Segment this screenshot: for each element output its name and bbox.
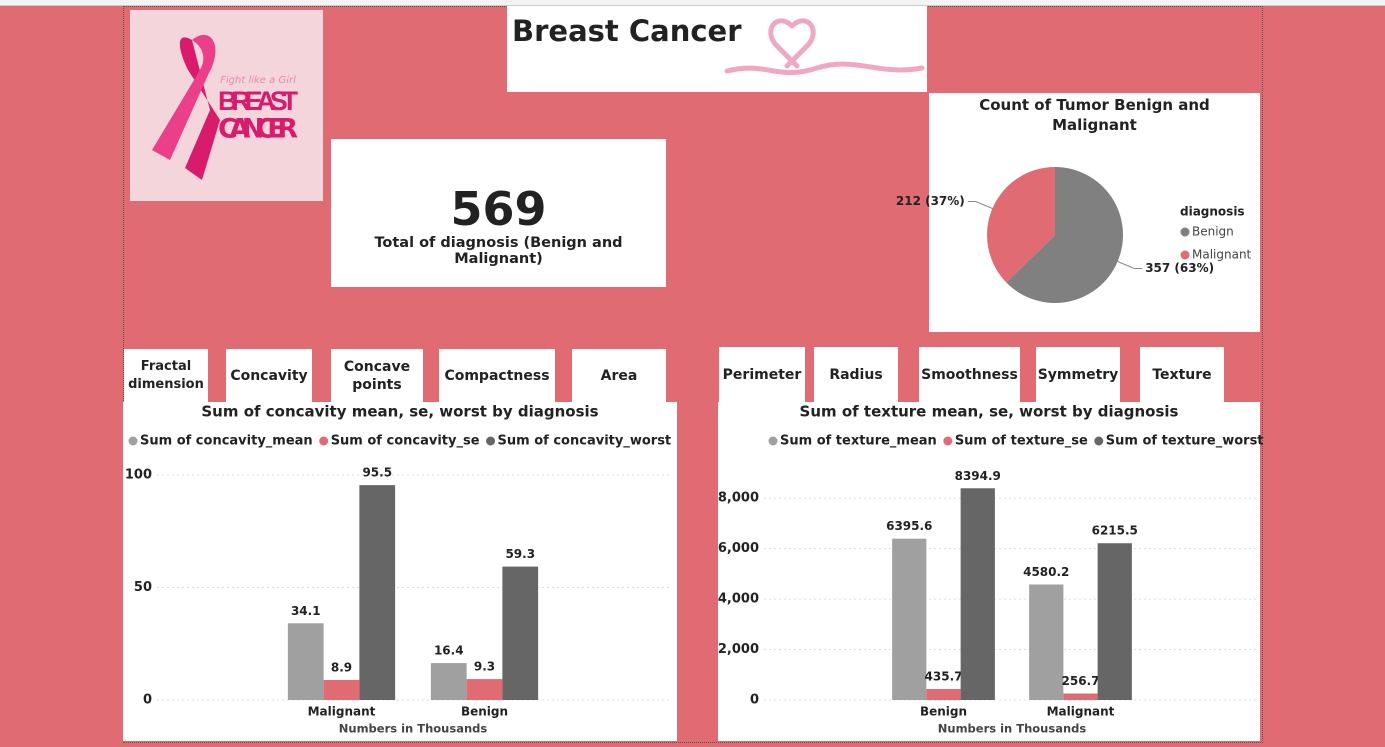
data-label: 8394.9 <box>955 469 1001 483</box>
tab[interactable]: Perimeter <box>719 347 805 402</box>
tab[interactable]: Area <box>572 349 666 402</box>
legend-label: Sum of texture_se <box>955 434 1088 449</box>
bar <box>430 663 467 700</box>
tab[interactable]: Compactness <box>439 349 555 402</box>
y-tick-label: 4,000 <box>718 592 759 607</box>
data-label: 95.5 <box>362 466 392 480</box>
data-label: 357 (63%) <box>1145 261 1214 275</box>
data-label: 8.9 <box>331 660 352 674</box>
data-label: 4580.2 <box>1023 565 1069 579</box>
leader-line <box>1117 261 1143 270</box>
data-label: 256.7 <box>1062 674 1100 688</box>
x-tick-label: Malignant <box>1047 705 1115 719</box>
bar <box>359 485 396 700</box>
tab[interactable]: Radius <box>814 347 898 402</box>
legend-label: Benign <box>1192 225 1234 239</box>
y-tick-label: 8,000 <box>718 491 759 506</box>
logo: Fight like a Girl BREAST CANCER <box>130 10 323 201</box>
x-tick-label: Benign <box>920 705 967 719</box>
x-tick-label: Benign <box>461 705 508 719</box>
legend-label: Sum of concavity_se <box>331 434 480 449</box>
bar <box>1063 693 1098 700</box>
leader-line <box>967 200 993 209</box>
ribbon <box>152 34 216 160</box>
data-label: 6215.5 <box>1092 524 1138 538</box>
legend-label: Malignant <box>1192 248 1252 262</box>
legend-swatch <box>768 436 778 446</box>
y-tick-label: 6,000 <box>718 541 759 556</box>
data-label: 435.7 <box>925 670 963 684</box>
legend-label: Sum of concavity_worst <box>498 434 672 449</box>
kpi-card: 569 Total of diagnosis (Benign and Malig… <box>331 139 666 287</box>
logo-line: CANCER <box>218 114 298 145</box>
bar <box>502 566 539 700</box>
legend-label: Sum of concavity_mean <box>140 434 313 449</box>
ribbon-art <box>724 18 925 76</box>
x-axis-title: Numbers in Thousands <box>938 722 1087 736</box>
bar <box>1029 584 1064 700</box>
ribbon <box>179 37 220 181</box>
tab[interactable]: Fractal dimension <box>124 349 208 402</box>
legend-swatch <box>319 436 329 446</box>
logo-line: BREAST <box>218 86 299 116</box>
logo-tagline: Fight like a Girl <box>220 75 296 86</box>
chart-title: Count of Tumor Benign and Malignant <box>979 96 1210 134</box>
bar <box>287 623 324 700</box>
page-title: Breast Cancer <box>512 14 742 48</box>
kpi-label: Total of diagnosis (Benign and Malignant… <box>374 235 623 267</box>
y-tick-label: 50 <box>134 580 152 595</box>
legend-swatch <box>486 436 496 446</box>
bar <box>960 488 995 700</box>
legend-title: diagnosis <box>1180 205 1245 219</box>
x-tick-label: Malignant <box>308 705 376 719</box>
title-card: Breast Cancer <box>507 6 927 92</box>
ribbon <box>724 18 925 76</box>
chart-card <box>123 402 677 741</box>
bar <box>892 538 927 700</box>
x-axis-title: Numbers in Thousands <box>339 722 488 736</box>
tab[interactable]: Smoothness <box>919 347 1020 402</box>
bar <box>1097 543 1132 700</box>
y-tick-label: 0 <box>143 693 152 708</box>
data-label: 212 (37%) <box>896 194 965 208</box>
legend-swatch <box>128 436 138 446</box>
bar <box>466 679 503 700</box>
pie-slice <box>986 167 1055 283</box>
data-label: 34.1 <box>291 604 321 618</box>
chart-title: Sum of texture mean, se, worst by diagno… <box>800 403 1179 421</box>
logo-art: Fight like a Girl BREAST CANCER <box>152 34 299 181</box>
legend-swatch <box>1094 436 1104 446</box>
bar <box>926 689 961 700</box>
data-label: 59.3 <box>505 547 535 561</box>
y-tick-label: 100 <box>125 468 152 483</box>
tab[interactable]: Texture <box>1140 347 1224 402</box>
data-label: 16.4 <box>434 644 464 658</box>
data-label: 6395.6 <box>886 519 932 533</box>
tab[interactable]: Concave points <box>331 349 423 402</box>
tab[interactable]: Concavity <box>226 349 312 402</box>
legend-label: Sum of texture_mean <box>780 434 937 449</box>
bar <box>323 679 360 700</box>
legend-label: Sum of texture_worst <box>1106 434 1264 449</box>
chart-title: Sum of concavity mean, se, worst by diag… <box>201 403 598 421</box>
kpi-value: 569 <box>450 182 547 236</box>
data-label: 9.3 <box>474 660 495 674</box>
legend-swatch <box>943 436 953 446</box>
toolbar <box>0 0 1385 6</box>
y-tick-label: 2,000 <box>718 642 759 657</box>
legend-swatch <box>1180 250 1190 260</box>
y-tick-label: 0 <box>750 693 759 708</box>
legend-swatch <box>1180 227 1190 237</box>
tab[interactable]: Symmetry <box>1036 347 1120 402</box>
pie-slice <box>1006 167 1123 303</box>
